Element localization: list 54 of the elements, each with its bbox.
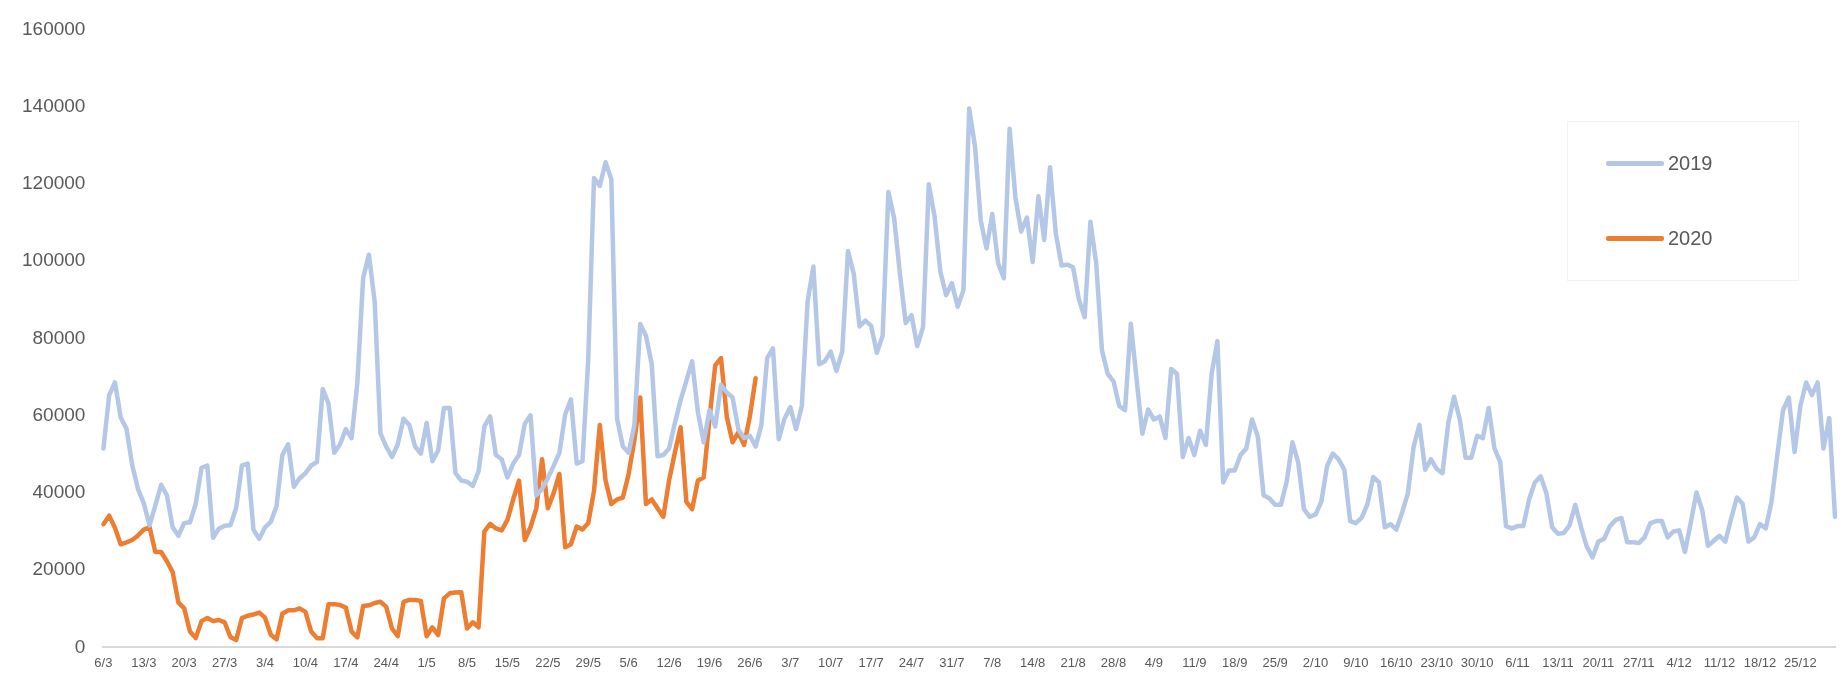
x-tick-label: 18/12 — [1743, 654, 1777, 670]
x-tick-label: 4/9 — [1144, 654, 1163, 670]
x-tick-label: 17/4 — [333, 654, 359, 670]
y-tick-label: 80000 — [32, 326, 86, 348]
x-tick-label: 8/5 — [458, 654, 477, 670]
x-tick-label: 4/12 — [1666, 654, 1692, 670]
y-tick-label: 40000 — [32, 481, 86, 503]
legend-label: 2019 — [1668, 152, 1713, 175]
x-tick-label: 11/9 — [1182, 654, 1207, 670]
x-tick-label: 13/11 — [1542, 654, 1574, 670]
x-tick-label: 27/3 — [211, 654, 238, 670]
legend-label: 2020 — [1668, 227, 1713, 250]
y-tick-label: 60000 — [32, 403, 86, 425]
y-tick-label: 20000 — [32, 558, 86, 580]
x-tick-label: 27/11 — [1622, 654, 1655, 670]
x-tick-label: 30/10 — [1460, 654, 1494, 670]
y-tick-label: 140000 — [22, 94, 86, 116]
x-tick-label: 22/5 — [535, 654, 561, 670]
x-tick-label: 10/4 — [292, 654, 319, 670]
x-tick-label: 5/6 — [619, 654, 638, 670]
x-tick-label: 29/5 — [575, 654, 601, 670]
x-tick-label: 3/7 — [781, 654, 800, 670]
x-tick-label: 20/3 — [171, 654, 197, 670]
y-tick-label: 160000 — [22, 17, 86, 39]
x-tick-label: 13/3 — [131, 654, 157, 670]
x-tick-label: 26/6 — [737, 654, 763, 670]
x-tick-label: 9/10 — [1343, 654, 1369, 670]
x-tick-label: 16/10 — [1380, 654, 1413, 670]
x-tick-label: 25/12 — [1784, 654, 1817, 670]
x-tick-label: 15/5 — [494, 654, 521, 670]
x-tick-label: 19/6 — [696, 654, 723, 670]
x-tick-label: 1/5 — [417, 654, 436, 670]
x-tick-label: 25/9 — [1262, 654, 1288, 670]
x-tick-label: 20/11 — [1582, 654, 1615, 670]
x-tick-label: 11/12 — [1703, 654, 1736, 670]
y-tick-label: 100000 — [22, 249, 86, 271]
x-tick-label: 6/11 — [1505, 654, 1530, 670]
y-tick-label: 120000 — [22, 172, 86, 194]
x-tick-label: 14/8 — [1020, 654, 1046, 670]
x-tick-label: 23/10 — [1420, 654, 1454, 670]
x-tick-label: 3/4 — [255, 654, 275, 670]
x-tick-label: 10/7 — [818, 654, 844, 670]
y-tick-label: 0 — [74, 635, 86, 657]
x-tick-label: 12/6 — [656, 654, 682, 670]
x-tick-label: 18/9 — [1222, 654, 1248, 670]
x-tick-label: 6/3 — [94, 654, 113, 670]
x-tick-label: 21/8 — [1060, 654, 1086, 670]
x-tick-label: 24/4 — [373, 654, 399, 670]
x-tick-label: 28/8 — [1100, 654, 1127, 670]
x-tick-label: 17/7 — [858, 654, 884, 670]
x-tick-label: 7/8 — [983, 654, 1002, 670]
x-tick-label: 31/7 — [939, 654, 965, 670]
x-tick-label: 24/7 — [898, 654, 925, 670]
x-tick-label: 2/10 — [1302, 654, 1329, 670]
